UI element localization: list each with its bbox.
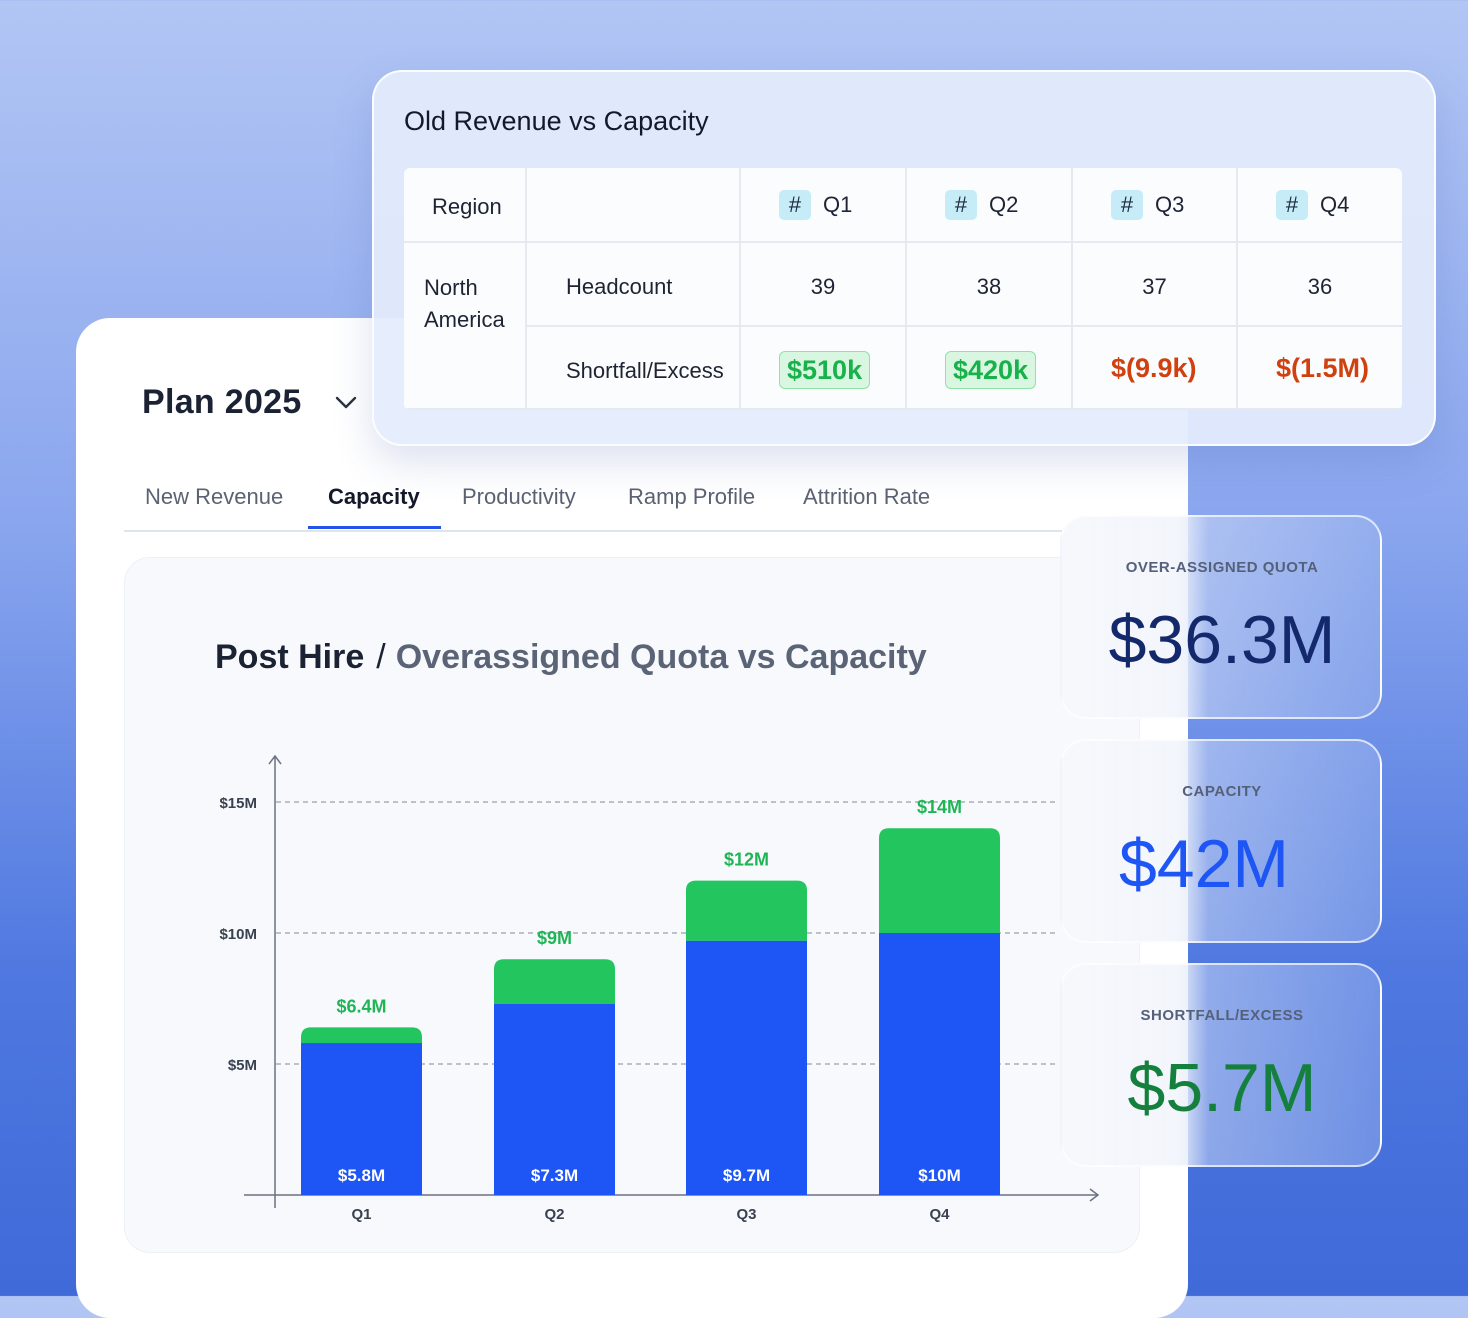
headcount-q2: 38: [976, 274, 1002, 299]
chart-heading-main[interactable]: Post Hire: [215, 638, 365, 676]
number-type-icon: #: [1111, 190, 1143, 220]
bar-capacity: [301, 1043, 422, 1195]
table-divider: [739, 168, 741, 410]
bar-value-label: $10M: [918, 1166, 961, 1185]
tab-new-revenue[interactable]: New Revenue: [145, 484, 284, 509]
y-tick-label: $15M: [219, 795, 257, 812]
row-label-shortfall: Shortfall/Excess: [566, 358, 724, 383]
bar-capacity: [494, 1003, 615, 1195]
x-tick-label: Q4: [929, 1206, 950, 1223]
bar-value-label: $9.7M: [723, 1166, 770, 1185]
header-region: Region: [432, 194, 502, 219]
number-type-icon: #: [1276, 190, 1308, 220]
bar-total-label: $6.4M: [336, 996, 386, 1016]
active-tab-indicator: [308, 526, 441, 529]
tab-bar: New Revenue Capacity Productivity Ramp P…: [124, 470, 1064, 532]
x-tick-label: Q2: [544, 1206, 564, 1223]
bar-total-label: $12M: [724, 850, 769, 870]
header-q3[interactable]: # Q3: [1111, 190, 1184, 220]
y-tick-label: $5M: [228, 1057, 257, 1074]
kpi-value: $42M: [1118, 826, 1290, 902]
kpi-shortfall-excess: SHORTFALL/EXCESS $5.7M: [1060, 963, 1382, 1167]
header-q1[interactable]: # Q1: [779, 190, 852, 220]
shortfall-q2: $420k: [945, 351, 1037, 389]
chart-heading: Post Hire / Overassigned Quota vs Capacity: [215, 638, 927, 677]
chart-heading-separator: /: [376, 638, 386, 676]
table-divider: [1236, 168, 1238, 410]
bar-capacity: [879, 933, 1000, 1195]
tab-productivity[interactable]: Productivity: [462, 484, 576, 509]
y-tick-label: $10M: [219, 926, 257, 943]
table-divider: [1071, 168, 1073, 410]
revenue-table: Region # Q1 # Q2 # Q3 # Q4 North America Hea…: [404, 168, 1402, 410]
bar-excess: [879, 828, 1000, 933]
plan-title[interactable]: Plan 2025: [142, 383, 302, 421]
tab-attrition-rate[interactable]: Attrition Rate: [803, 484, 931, 509]
table-divider: [525, 325, 1402, 327]
bar-excess: [686, 880, 807, 941]
chart-heading-sub: Overassigned Quota vs Capacity: [395, 638, 927, 676]
table-divider: [905, 168, 907, 410]
row-label-headcount: Headcount: [566, 274, 673, 299]
bar-capacity: [686, 940, 807, 1195]
x-tick-label: Q1: [351, 1206, 371, 1223]
table-title: Old Revenue vs Capacity: [404, 106, 709, 136]
y-axis-arrow: [268, 754, 282, 765]
header-q2[interactable]: # Q2: [945, 190, 1018, 220]
shortfall-q3: $(9.9k): [1111, 353, 1197, 383]
kpi-label: SHORTFALL/EXCESS: [1140, 1007, 1304, 1024]
bar-excess: [301, 1027, 422, 1044]
x-axis-arrow: [1089, 1188, 1100, 1202]
tab-capacity[interactable]: Capacity: [328, 484, 420, 509]
kpi-over-assigned-quota: OVER-ASSIGNED QUOTA $36.3M: [1060, 515, 1382, 719]
table-divider: [404, 241, 1402, 243]
table-divider: [525, 168, 527, 410]
bar-excess: [494, 959, 615, 1004]
bar-value-label: $5.8M: [338, 1166, 385, 1185]
tab-ramp-profile[interactable]: Ramp Profile: [628, 484, 756, 509]
bar-value-label: $7.3M: [531, 1166, 578, 1185]
number-type-icon: #: [779, 190, 811, 220]
headcount-q3: 37: [1142, 274, 1167, 299]
kpi-label: OVER-ASSIGNED QUOTA: [1125, 559, 1319, 576]
headcount-q4: 36: [1307, 274, 1333, 299]
bar-total-label: $9M: [537, 928, 572, 948]
shortfall-q4: $(1.5M): [1276, 353, 1370, 383]
kpi-value: $36.3M: [1108, 602, 1336, 678]
x-tick-label: Q3: [736, 1206, 756, 1223]
table-divider: [404, 408, 1402, 410]
region-cell: North America: [424, 275, 505, 332]
kpi-label: CAPACITY: [1182, 783, 1262, 800]
kpi-value: $5.7M: [1127, 1050, 1317, 1126]
chevron-down-icon[interactable]: [334, 392, 358, 412]
bar-total-label: $14M: [917, 797, 962, 817]
headcount-q1: 39: [810, 274, 836, 299]
header-q4[interactable]: # Q4: [1276, 190, 1349, 220]
shortfall-q1: $510k: [779, 351, 871, 389]
kpi-capacity: CAPACITY $42M: [1060, 739, 1382, 943]
number-type-icon: #: [945, 190, 977, 220]
